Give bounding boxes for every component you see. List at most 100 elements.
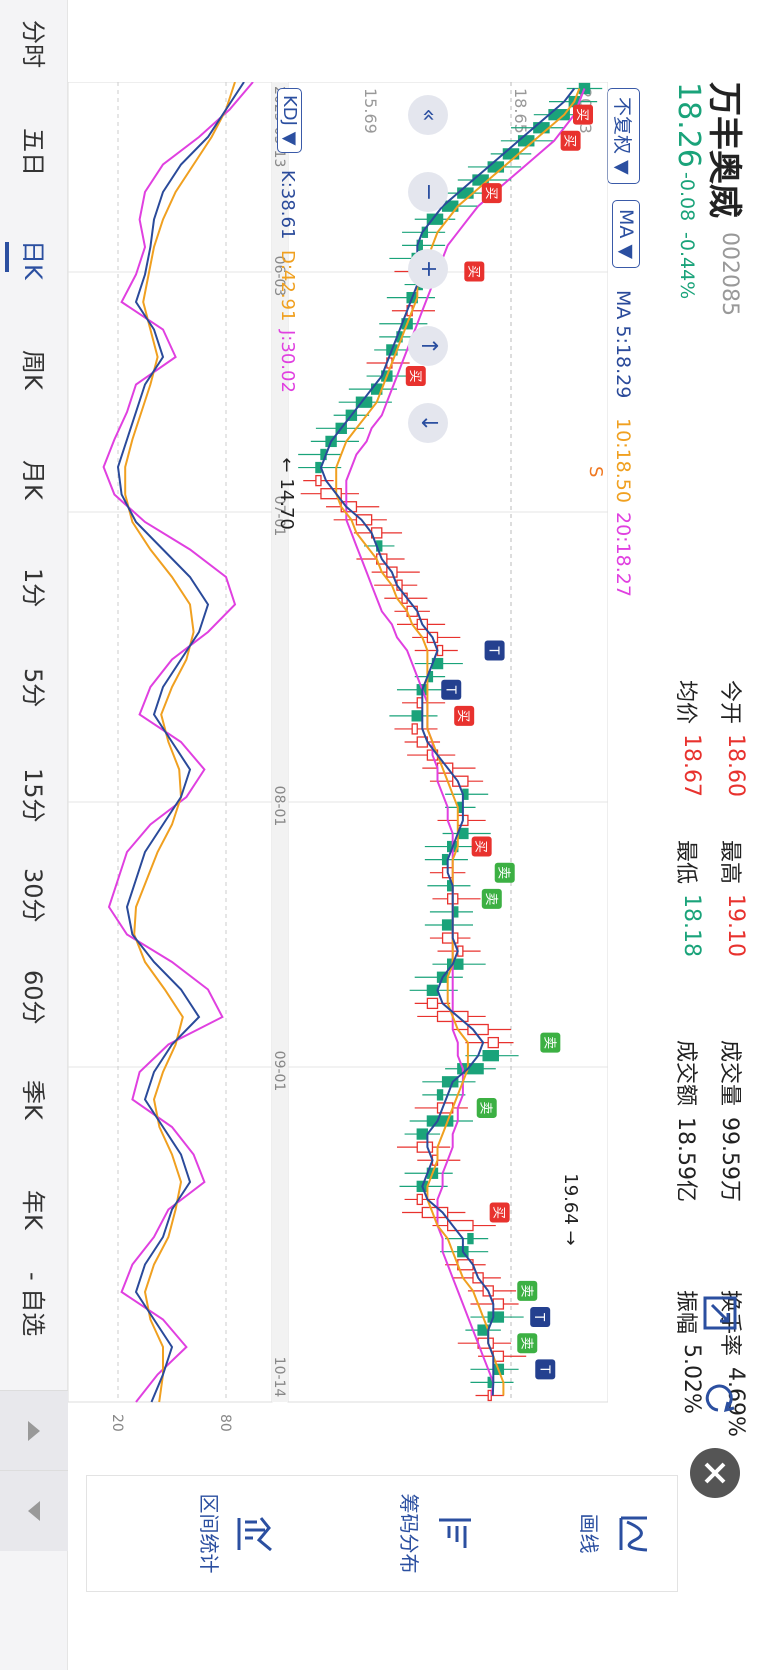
chip-distribution-icon: [439, 1518, 471, 1548]
kdj-selector[interactable]: KDJ ▼: [277, 88, 302, 153]
tab-active-indicator: [5, 242, 9, 272]
stat-label: 最低: [673, 840, 698, 885]
candle-body: [482, 1050, 499, 1062]
candle-body: [487, 1389, 492, 1402]
candle-body: [416, 1193, 423, 1206]
trade-mark-t: T: [441, 679, 462, 700]
move-down-button[interactable]: ↓: [408, 403, 448, 443]
kline-chart[interactable]: 2025-05-1306-0307-0108-0109-0110-1420.13…: [68, 82, 608, 1472]
zoom-out-button[interactable]: −: [408, 172, 448, 212]
candle-body: [411, 710, 423, 722]
chevron-down-icon: ▼: [611, 160, 633, 175]
tab-8[interactable]: 30分: [19, 868, 47, 923]
trade-mark-bg: [494, 862, 515, 883]
trade-mark-text: 卖: [478, 1101, 493, 1114]
stat-label: 成交额: [673, 1040, 698, 1107]
trade-mark-text: 卖: [483, 892, 498, 905]
tab-5[interactable]: 1分: [19, 568, 47, 608]
trade-mark-buy: 买: [454, 705, 475, 726]
move-up-button[interactable]: ↑: [408, 326, 448, 366]
caret-down-icon: [28, 1501, 40, 1521]
trade-mark-text: 买: [574, 108, 589, 121]
stat-value: 19.10: [723, 894, 748, 957]
kdj-j-value: J:30.02: [277, 330, 298, 393]
trade-mark-text: 买: [491, 1206, 506, 1219]
date-tick-label: 09-01: [271, 1051, 287, 1092]
range-stats-tool[interactable]: 区间统计: [196, 1476, 277, 1591]
chevron-down-icon: ▼: [279, 131, 300, 146]
trade-mark-bg: [517, 1280, 538, 1301]
stat-label: 成交量: [717, 1040, 742, 1107]
adjust-selector[interactable]: 不复权 ▼: [607, 88, 640, 184]
scroll-up-button[interactable]: [0, 1390, 68, 1471]
price-tick-label: 15.69: [361, 88, 380, 134]
trade-mark-text: T: [536, 1364, 551, 1373]
trade-mark-text: 卖: [518, 1284, 533, 1297]
side-tools-panel: 画线 筹码分布 区间统计: [86, 1475, 678, 1592]
kdj-k-line: [116, 82, 245, 1403]
candle-body: [533, 122, 550, 134]
stock-name: 万丰奥威: [704, 82, 744, 218]
trade-mark-buy: 买: [464, 261, 485, 282]
candle-body: [467, 1232, 474, 1245]
trade-mark-bg: [530, 1307, 551, 1328]
ma10-label: 10:18.50: [612, 418, 634, 503]
trade-mark-text: 卖: [518, 1337, 533, 1350]
trade-mark-bg: [405, 366, 426, 387]
tab-6[interactable]: 5分: [19, 668, 47, 708]
scroll-down-button[interactable]: [0, 1470, 68, 1551]
date-tick-label: 08-01: [271, 786, 287, 827]
high-annotation: 19.64 →: [560, 1173, 581, 1245]
tab-1[interactable]: 五日: [19, 128, 47, 176]
draw-line-icon: [619, 1516, 648, 1551]
tab-4[interactable]: 月K: [19, 460, 47, 500]
zoom-in-button[interactable]: +: [408, 249, 448, 289]
jump-start-button[interactable]: «: [408, 95, 448, 135]
trade-mark-bg: [464, 261, 485, 282]
trade-mark-sell: 卖: [494, 862, 515, 883]
candle-body: [426, 984, 439, 996]
candle-body: [315, 474, 322, 487]
trade-mark-bg: [454, 705, 475, 726]
tab-9[interactable]: 60分: [19, 970, 47, 1025]
chip-distribution-tool[interactable]: 筹码分布: [396, 1476, 477, 1591]
chevron-down-icon: ▼: [615, 244, 637, 260]
kdj-label: KDJ: [279, 95, 300, 126]
trade-mark-sell: 卖: [517, 1280, 538, 1301]
tab-2[interactable]: 日K: [19, 240, 47, 280]
close-button[interactable]: [690, 1448, 740, 1498]
trade-mark-buy: 买: [405, 366, 426, 387]
candle-body: [441, 919, 454, 931]
price-change: -0.08: [676, 172, 698, 222]
refresh-icon[interactable]: [698, 1380, 738, 1416]
tab-0[interactable]: 分时: [19, 20, 47, 68]
stat-label: 最高: [717, 840, 742, 885]
trade-mark-buy: 买: [471, 836, 492, 857]
tab-12[interactable]: - 自选: [19, 1272, 47, 1337]
stat-label: 今开: [717, 680, 742, 725]
tab-3[interactable]: 周K: [19, 350, 47, 390]
stock-price: 18.26: [671, 82, 706, 168]
close-icon: [704, 1462, 726, 1484]
tab-10[interactable]: 季K: [19, 1080, 47, 1120]
indicator-selector[interactable]: MA ▼: [612, 200, 640, 269]
fullscreen-icon[interactable]: [698, 1295, 738, 1331]
adjust-label: 不复权: [611, 97, 633, 155]
trade-mark-t: T: [530, 1307, 551, 1328]
kdj-tick-label: 80: [217, 1414, 233, 1432]
tab-11[interactable]: 年K: [19, 1190, 47, 1230]
date-tick-label: 07-01: [271, 496, 287, 537]
trade-mark-bg: [489, 1202, 510, 1223]
date-tick-label: 06-03: [271, 256, 287, 297]
stat-value: 18.59亿: [673, 1117, 698, 1202]
draw-line-tool[interactable]: 画线: [576, 1476, 657, 1591]
tab-7[interactable]: 15分: [19, 768, 47, 823]
trade-mark-bg: [441, 679, 462, 700]
trade-mark-bg: [517, 1333, 538, 1354]
candle-body: [416, 1128, 429, 1140]
trade-mark-bg: [573, 104, 594, 125]
candle-body: [411, 723, 418, 735]
kdj-tick-label: 20: [109, 1414, 125, 1432]
trade-mark-bg: [481, 888, 502, 909]
